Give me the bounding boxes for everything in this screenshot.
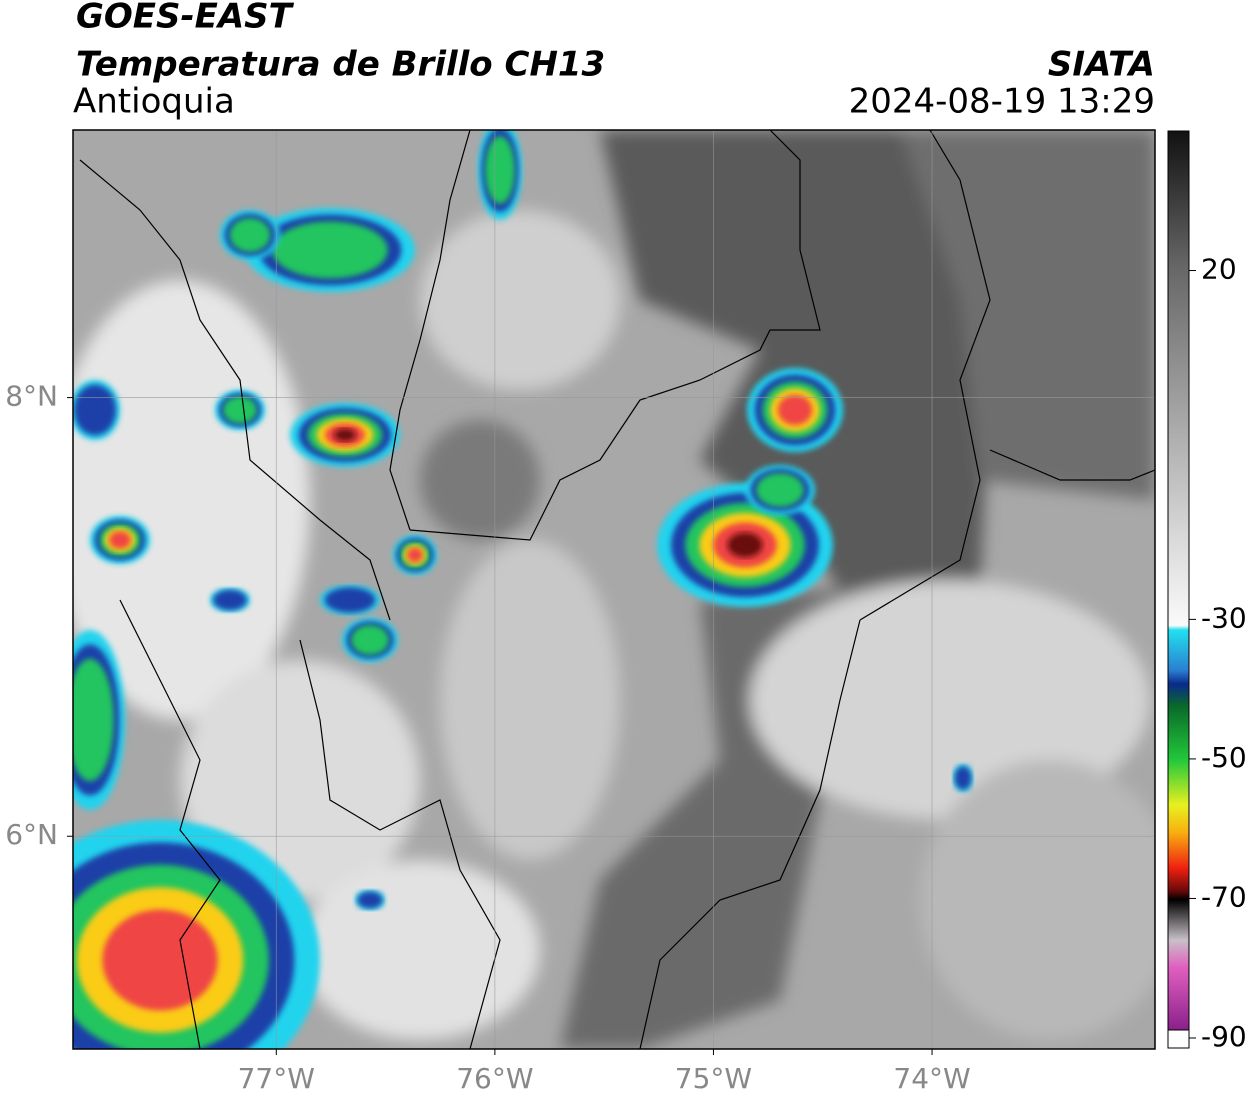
colorbar <box>1168 131 1189 1030</box>
cloud-top <box>485 136 515 204</box>
colorbar-under <box>1167 1029 1190 1049</box>
colorbar-tick-label: 20 <box>1201 253 1237 286</box>
cloud-top <box>73 658 114 782</box>
product-title: Temperatura de Brillo CH13 <box>76 45 605 85</box>
satellite-title: GOES-EAST <box>76 0 295 37</box>
x-tick-label: 74°W <box>893 1062 970 1095</box>
cloud-top <box>213 589 247 611</box>
y-tick-label: 6°N <box>5 818 58 851</box>
x-tick-label: 77°W <box>238 1062 315 1095</box>
x-tick-label: 75°W <box>675 1062 752 1095</box>
source-label: SIATA <box>1048 45 1155 85</box>
cloud-top <box>102 909 218 1011</box>
colorbar-tick-label: -50 <box>1201 741 1247 774</box>
map-frame <box>72 129 1156 1050</box>
cloud-top <box>727 532 763 558</box>
cloud-top <box>324 587 376 613</box>
cloud-top <box>350 625 390 655</box>
colorbar-tick-label: -70 <box>1201 880 1247 913</box>
region-label: Antioquia <box>73 82 235 122</box>
colorbar-tick-label: -30 <box>1201 601 1247 634</box>
cloud-top <box>357 891 383 909</box>
cloud-top <box>109 531 131 549</box>
colorbar-frame <box>1167 130 1190 1049</box>
cloud-top <box>756 473 804 507</box>
cloud-top <box>777 394 813 426</box>
cloud-top <box>407 547 423 563</box>
cloud-top <box>334 428 356 442</box>
cloud-top <box>229 218 271 252</box>
y-tick-label: 8°N <box>5 380 58 413</box>
colorbar-tick-label: -90 <box>1201 1020 1247 1053</box>
cloud-top <box>954 766 972 790</box>
datetime-label: 2024-08-19 13:29 <box>849 82 1155 122</box>
satellite-image <box>73 130 1155 1049</box>
x-tick-label: 76°W <box>456 1062 533 1095</box>
cloud-top <box>272 221 388 279</box>
cloud-top <box>74 384 116 436</box>
cloud-top <box>223 396 257 424</box>
